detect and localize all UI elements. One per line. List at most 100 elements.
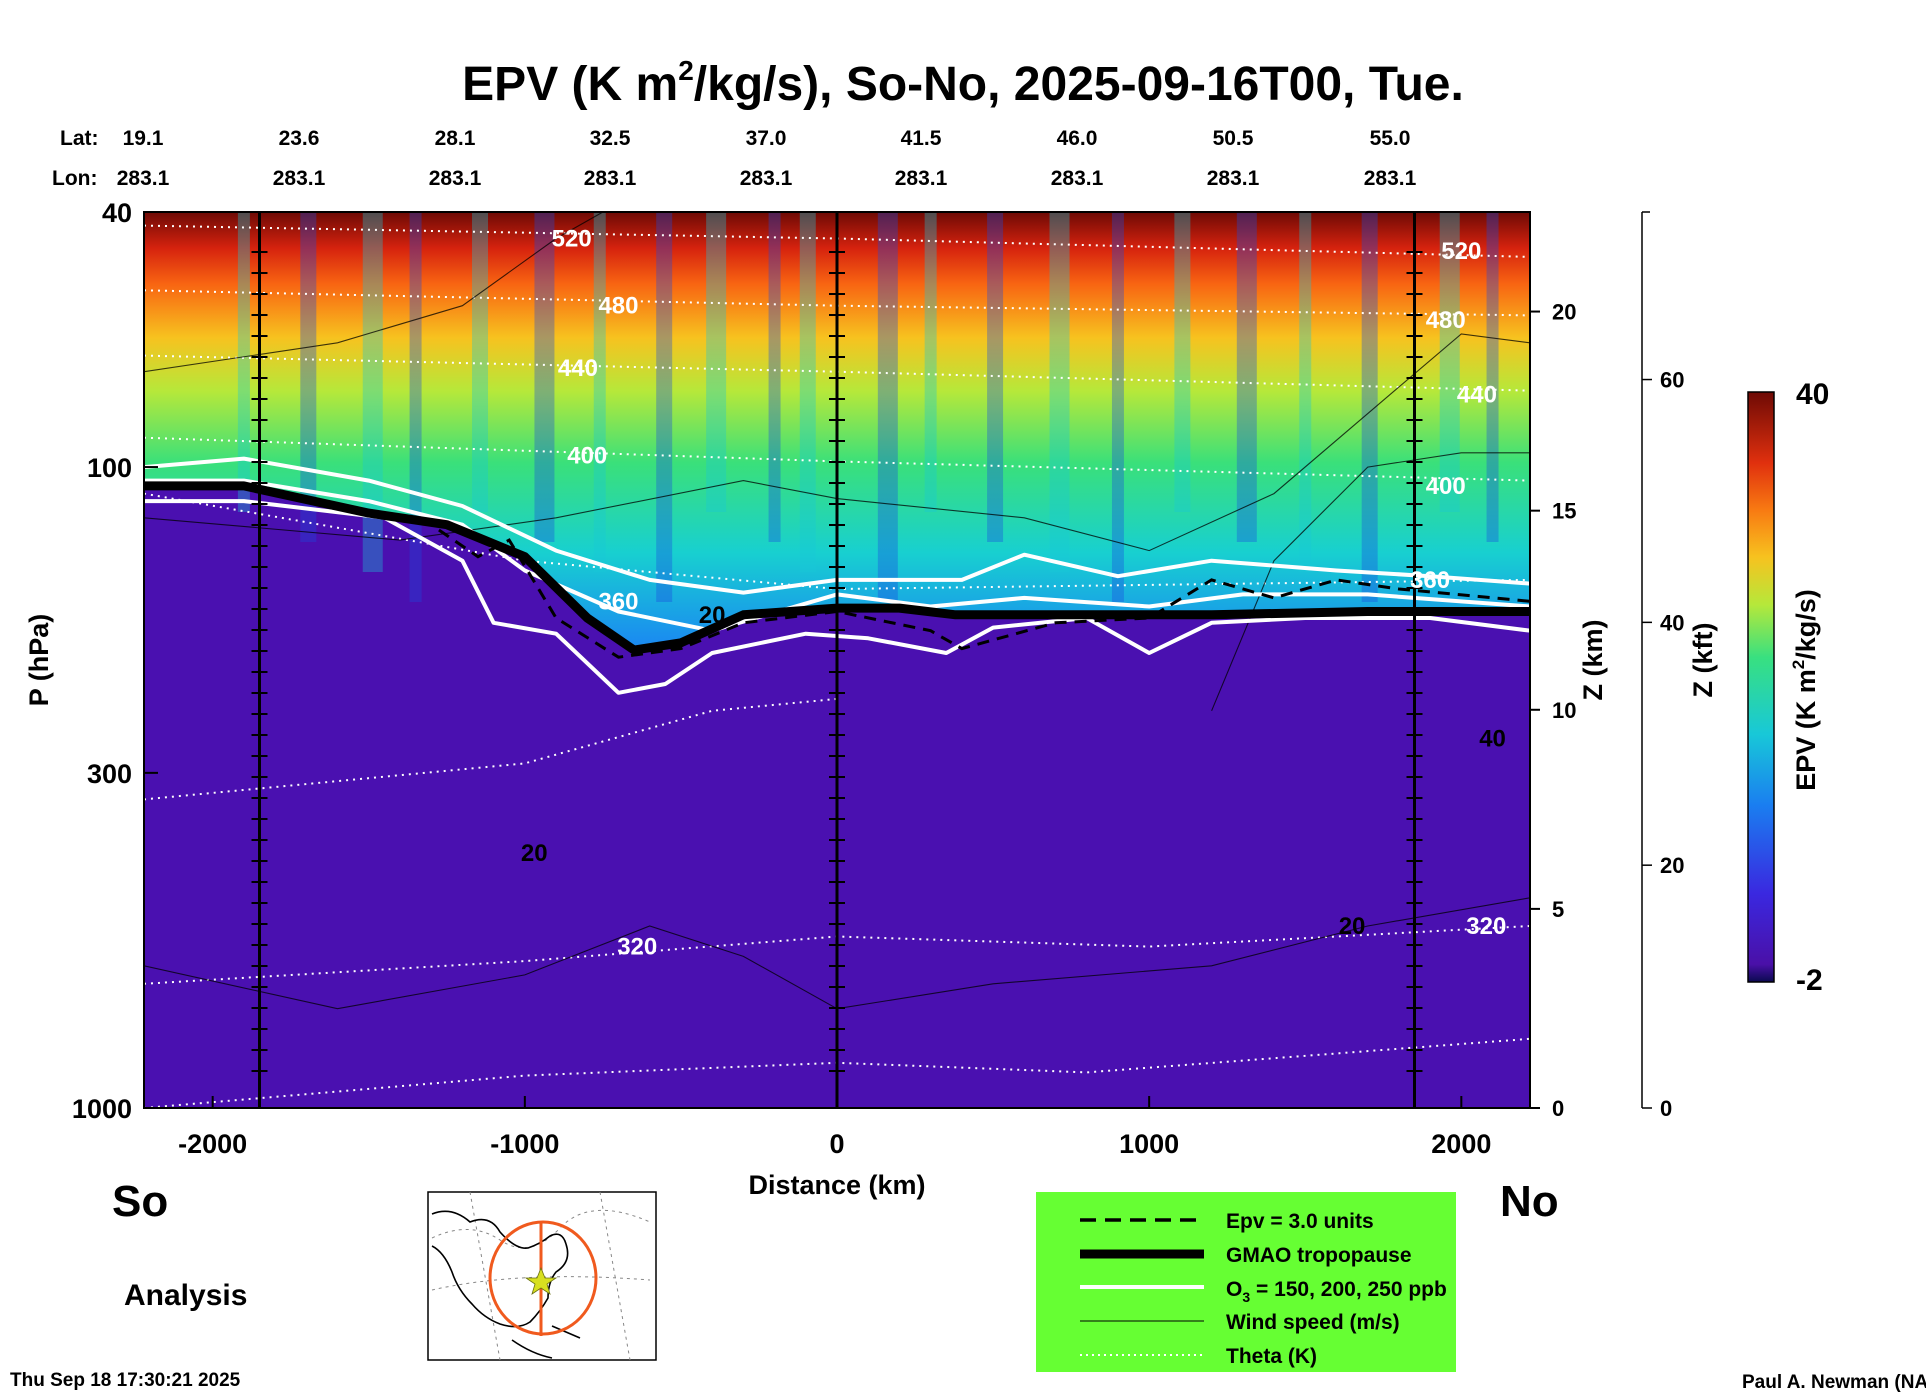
x-tick-label: 2000 [1431, 1129, 1491, 1159]
lon-label: 283.1 [1207, 167, 1260, 190]
lon-label: 283.1 [273, 167, 326, 190]
ozone-250-line [144, 499, 1530, 695]
theta-label: 320 [617, 934, 657, 961]
lon-label: 283.1 [1051, 167, 1104, 190]
theta-label: 440 [1457, 381, 1497, 408]
wind-labels: 20 20 20 40 [521, 602, 1506, 940]
legend-label-theta: Theta (K) [1226, 1345, 1317, 1368]
x-tick-label: 1000 [1119, 1129, 1179, 1159]
x-tick-label: -1000 [490, 1129, 559, 1159]
wind-label: 20 [699, 602, 726, 629]
z-kft-tick-label: 60 [1660, 368, 1684, 393]
z-kft-tick-label: 0 [1660, 1096, 1672, 1121]
epv-streak [1049, 212, 1070, 572]
x-tick-label: -2000 [178, 1129, 247, 1159]
analysis-label: Analysis [124, 1279, 247, 1312]
theta-labels: 520 480 440 400 360 320 520 480 440 400 360 320 [552, 226, 1507, 961]
epv-streak [1361, 212, 1378, 602]
z-km-label: Z (km) [1578, 620, 1608, 701]
epv-streak [656, 212, 673, 602]
vertical-marker-lines [251, 212, 1423, 1108]
lat-label: 19.1 [123, 127, 164, 150]
legend-label-tropopause: GMAO tropopause [1226, 1244, 1412, 1267]
wind-label: 20 [1339, 913, 1366, 940]
epv-streak [706, 212, 727, 512]
lon-label: 283.1 [429, 167, 482, 190]
theta-label: 360 [598, 588, 638, 615]
wind-line [144, 897, 1530, 1010]
z-km-axis: 0 5 10 15 20 [1530, 300, 1576, 1121]
wind-label: 40 [1479, 725, 1506, 752]
theta-label: 400 [567, 443, 607, 470]
south-label: So [112, 1177, 168, 1226]
chart-title: EPV (K m2/kg/s), So-No, 2025-09-16T00, T… [462, 55, 1464, 111]
y-tick-label: 100 [87, 453, 132, 483]
theta-label: 520 [552, 226, 592, 253]
tropopause-line [144, 481, 1530, 655]
epv-streak [409, 212, 422, 602]
lon-label: 283.1 [895, 167, 948, 190]
colorbar [1747, 391, 1775, 983]
lon-row-label: Lon: [52, 167, 97, 190]
epv-streak [768, 212, 781, 542]
z-km-tick-label: 10 [1552, 698, 1576, 723]
z-kft-axis: 0 20 40 60 [1641, 211, 1684, 1121]
epv-streak [877, 212, 898, 602]
epv-streak [1111, 212, 1124, 602]
epv-streak [1299, 212, 1312, 572]
epv-streak [1236, 212, 1257, 542]
epv-streak [237, 212, 250, 512]
legend-box [1036, 1192, 1456, 1372]
theta-label: 480 [1426, 307, 1466, 334]
epv-streak [593, 212, 606, 572]
z-kft-tick-label: 40 [1660, 610, 1684, 635]
z-kft-label: Z (kft) [1688, 623, 1718, 698]
y-axis-label: P (hPa) [24, 614, 54, 707]
epv-streak [472, 212, 489, 512]
epv-streak [1174, 212, 1191, 512]
lon-label: 283.1 [1364, 167, 1417, 190]
legend-label-epv: Epv = 3.0 units [1226, 1210, 1374, 1233]
lon-label: 283.1 [740, 167, 793, 190]
z-kft-tick-label: 20 [1660, 853, 1684, 878]
y-axis: 40 100 300 1000 [72, 198, 158, 1124]
colorbar-max-label: 40 [1796, 378, 1829, 411]
z-km-tick-label: 20 [1552, 300, 1576, 325]
x-tick-label: 0 [829, 1129, 844, 1159]
lat-label: 55.0 [1370, 127, 1411, 150]
x-axis: -2000 -1000 0 1000 2000 [178, 1096, 1491, 1159]
lat-labels: 19.1 23.6 28.1 32.5 37.0 41.5 46.0 50.5 55.0 [123, 127, 1411, 150]
lat-label: 32.5 [590, 127, 631, 150]
lon-labels: 283.1 283.1 283.1 283.1 283.1 283.1 283.1 283.1… [117, 167, 1417, 190]
timestamp: Thu Sep 18 17:30:21 2025 [10, 1370, 241, 1391]
epv-streak [1439, 212, 1460, 512]
lat-label: 37.0 [746, 127, 787, 150]
inset-map [427, 1191, 657, 1361]
y-tick-label: 300 [87, 759, 132, 789]
legend: Epv = 3.0 units GMAO tropopause O3 = 150… [1036, 1192, 1456, 1372]
lon-label: 283.1 [117, 167, 170, 190]
theta-label: 520 [1441, 238, 1481, 265]
colorbar-label: EPV (K m2/kg/s) [1789, 589, 1821, 791]
lat-label: 41.5 [901, 127, 942, 150]
theta-label: 440 [558, 355, 598, 382]
epv-streak [534, 212, 555, 542]
y-tick-label: 1000 [72, 1094, 132, 1124]
lat-row-label: Lat: [60, 127, 99, 150]
wind-label: 20 [521, 840, 548, 867]
legend-label-ozone: O3 = 150, 200, 250 ppb [1226, 1278, 1447, 1305]
lat-label: 23.6 [279, 127, 320, 150]
x-axis-label: Distance (km) [748, 1170, 925, 1200]
theta-label: 360 [1410, 567, 1450, 594]
z-km-tick-label: 0 [1552, 1096, 1564, 1121]
lat-label: 28.1 [435, 127, 476, 150]
y-tick-label: 40 [102, 198, 132, 228]
theta-label: 320 [1466, 913, 1506, 940]
epv-streak [924, 212, 937, 512]
colorbar-min-label: -2 [1796, 964, 1823, 997]
credit: Paul A. Newman (NASA [1742, 1372, 1926, 1393]
z-km-tick-label: 5 [1552, 897, 1564, 922]
lat-label: 50.5 [1213, 127, 1254, 150]
epv-streak [987, 212, 1004, 542]
